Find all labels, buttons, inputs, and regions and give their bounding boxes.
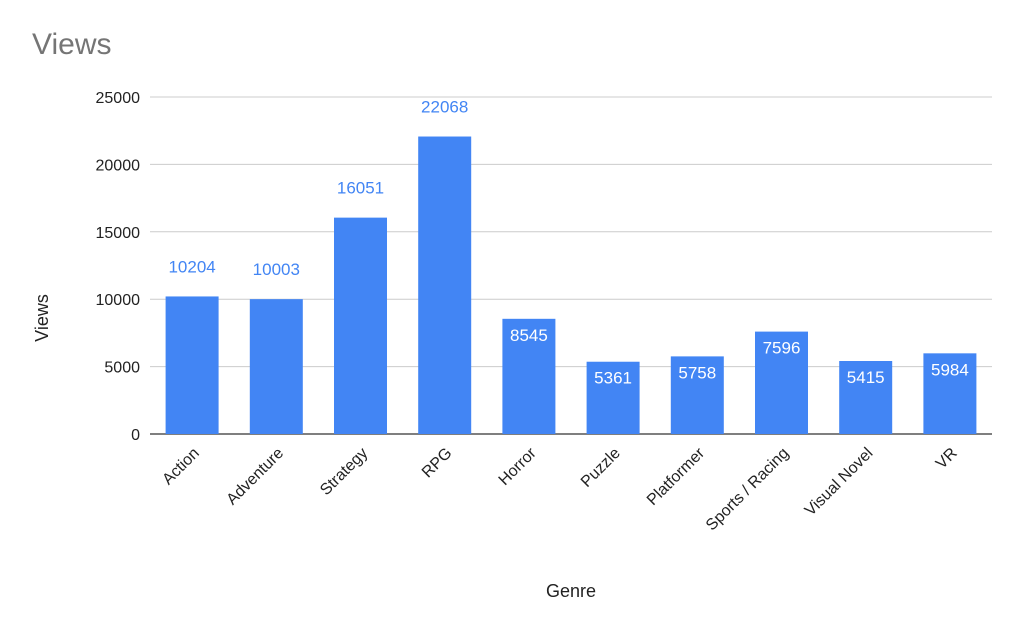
x-tick-label: Horror — [496, 444, 541, 489]
x-axis-title: Genre — [546, 581, 596, 601]
bar — [165, 296, 219, 434]
data-label: 10204 — [168, 257, 215, 276]
x-tick-label: Action — [159, 445, 202, 488]
x-axis-ticks: Action Adventure Strategy RPG Horror Puzzle Pl… — [159, 444, 960, 534]
y-tick-label: 20000 — [96, 157, 141, 174]
x-tick-label: Adventure — [224, 445, 288, 509]
data-label: 5415 — [847, 368, 885, 387]
chart-title: Views — [32, 28, 112, 61]
x-tick-label: Visual Novel — [802, 445, 877, 520]
data-label: 8545 — [510, 326, 548, 345]
y-tick-label: 10000 — [96, 292, 141, 309]
bar — [418, 136, 472, 434]
bar — [502, 318, 556, 434]
data-label: 5984 — [931, 360, 969, 379]
y-tick-label: 25000 — [96, 90, 141, 107]
y-tick-label: 0 — [131, 427, 140, 444]
data-label: 5758 — [678, 363, 716, 382]
y-tick-label: 5000 — [104, 360, 140, 377]
x-tick-label: Puzzle — [578, 445, 624, 491]
x-tick-label: Platformer — [644, 444, 709, 509]
bar — [249, 299, 303, 434]
bars — [165, 136, 977, 434]
data-label: 5361 — [594, 369, 632, 388]
data-label: 10003 — [253, 260, 300, 279]
data-label: 7596 — [763, 339, 801, 358]
data-label: 22068 — [421, 98, 468, 117]
bar — [334, 217, 387, 434]
x-tick-label: Strategy — [317, 445, 371, 499]
y-axis-title: Views — [32, 294, 52, 342]
bar — [755, 331, 808, 434]
x-tick-label: Sports / Racing — [703, 445, 792, 534]
bar — [670, 356, 724, 434]
y-tick-label: 15000 — [96, 225, 141, 242]
bar — [586, 361, 640, 434]
data-label: 16051 — [337, 179, 384, 198]
bar — [839, 361, 893, 434]
y-axis-ticks: 0 5000 10000 15000 20000 25000 — [96, 90, 141, 444]
x-tick-label: RPG — [419, 445, 456, 482]
x-tick-label: VR — [933, 445, 961, 473]
bar — [923, 353, 977, 434]
data-labels: 10204 10003 16051 22068 8545 5361 5758 7596 5415… — [168, 98, 968, 388]
